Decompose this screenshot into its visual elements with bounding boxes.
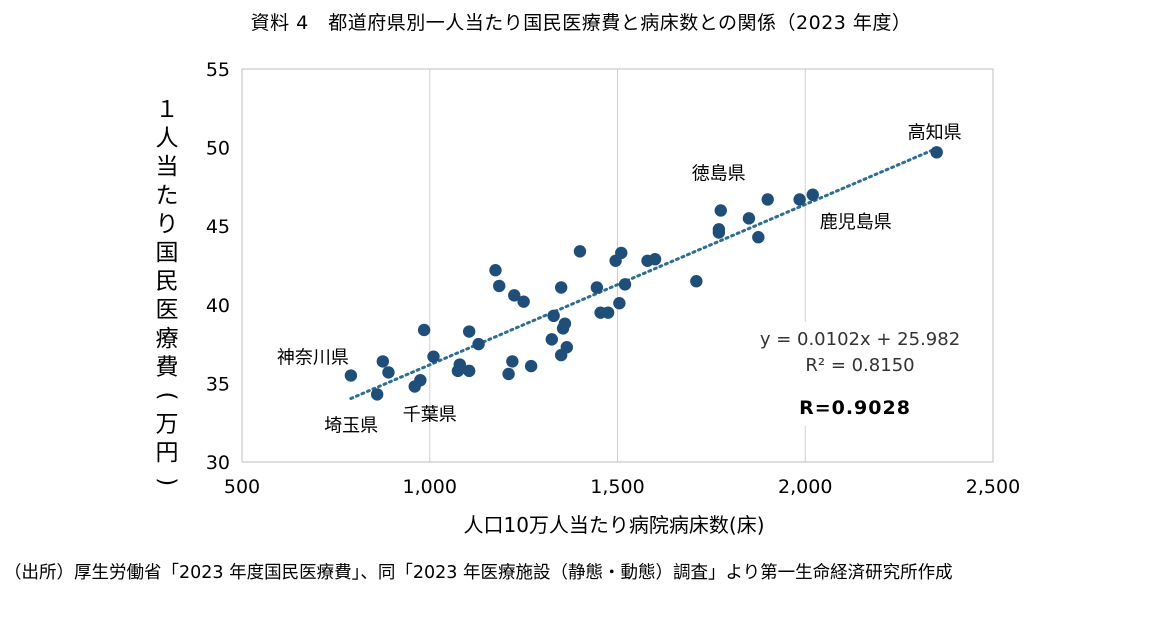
data-point [615,246,628,260]
y-tick-label: 50 [206,138,230,160]
y-axis-title-char: １ [156,97,179,123]
data-point [502,367,515,381]
data-point [462,325,476,338]
y-axis-title-char: 費 [156,354,179,380]
data-point [489,264,502,277]
data-point [648,253,662,266]
data-point [547,309,560,323]
point-annotation: 埼玉県 [324,415,378,436]
point-annotation: 高知県 [908,122,962,143]
y-axis-title-char: 国 [156,240,179,266]
y-axis-title-char: 人 [156,126,179,152]
y-axis-title-char: ( [154,392,180,401]
data-point [376,355,390,368]
y-tick-label: 40 [206,295,230,317]
data-point [382,366,395,379]
data-point [714,204,727,217]
data-point [793,193,806,206]
plot-frame [241,68,994,463]
scatter-chart: 500 1,000 1,500 2,000 2,500 30 35 40 45 50 55 高知県徳… [154,59,1020,537]
data-point [690,275,703,288]
y-axis-title-char: 当 [156,154,179,180]
chart-title: 資料 4 都道府県別一人当たり国民医療費と病床数との関係（2023 年度） [250,12,912,34]
source-note: （出所）厚生労働省「2023 年度国民医療費」、同「2023 年医療施設（静態・… [4,563,953,583]
y-axis-title: １ 人当たり国民医療費 ( 万円) [154,97,180,486]
data-point [545,333,558,346]
point-annotation: 千葉県 [403,405,457,426]
y-tick-label: 35 [206,373,230,395]
x-tick-label: 2,000 [778,476,832,498]
data-point [601,306,615,319]
data-point [930,146,943,159]
data-point [558,317,572,330]
y-axis-title-char: 円 [156,440,179,466]
trendline [349,146,939,400]
y-axis-title-char: 民 [156,269,179,295]
y-axis-title-char: 医 [156,297,179,323]
y-axis-title-char: り [156,211,179,237]
point-annotation: 神奈川県 [277,348,349,369]
y-tick-label: 30 [206,452,230,474]
y-axis-title-char: 万 [156,412,179,438]
data-point [417,323,431,337]
x-tick-label: 2,500 [966,476,1020,498]
y-tick-label: 45 [206,216,230,238]
data-point [752,231,765,244]
data-point [712,226,726,239]
tick-layer: 500 1,000 1,500 2,000 2,500 30 35 40 45 50 55 [206,59,1020,498]
y-axis-title-char: 療 [156,326,179,352]
y-axis-title-char: た [156,183,179,209]
data-point [472,337,485,351]
data-point [560,341,574,354]
point-layer [344,146,943,401]
r-squared-label: R² = 0.8150 [805,355,914,376]
regression-equation: y = 0.0102x + 25.982 [760,329,960,350]
y-tick-label: 55 [206,59,230,81]
data-point [370,388,384,401]
equation-background [732,322,992,426]
x-tick-label: 1,000 [403,476,457,498]
data-point [554,281,568,294]
data-point [573,245,587,258]
data-point [453,358,466,371]
data-point [506,355,519,368]
data-point [344,369,358,382]
correlation-label: R=0.9028 [799,397,911,419]
data-point [806,188,819,201]
data-point [462,364,476,378]
x-tick-label: 500 [224,476,260,498]
data-point [517,295,530,308]
data-point [590,281,604,294]
point-annotation: 鹿児島県 [820,212,892,233]
x-tick-label: 1,500 [590,476,644,498]
data-point [414,374,427,387]
x-axis-title: 人口10万人当たり病院病床数(床) [463,513,764,537]
y-axis-title-char: ) [154,477,180,486]
point-annotation: 徳島県 [692,163,746,184]
data-point [524,359,538,373]
data-point [493,279,506,293]
data-point [508,289,521,302]
data-point [618,278,632,291]
data-point [742,212,756,225]
data-point [613,297,626,310]
data-point [761,193,774,206]
data-point [427,350,440,363]
